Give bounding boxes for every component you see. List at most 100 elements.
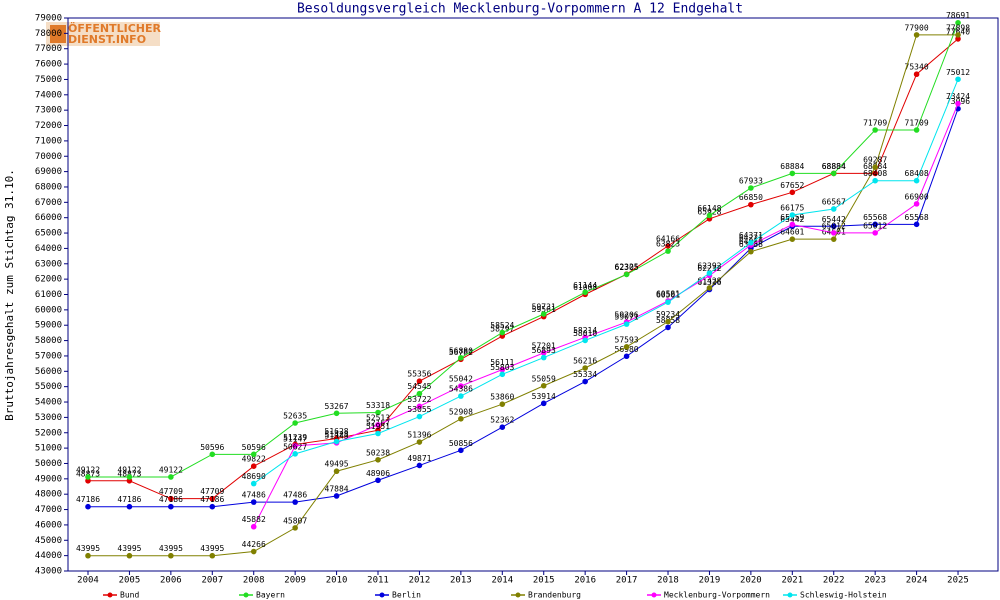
- data-label: 65568: [905, 213, 929, 222]
- data-label: 49822: [242, 455, 266, 464]
- series-line: [88, 108, 959, 508]
- data-point: [913, 71, 920, 78]
- data-point: [292, 499, 298, 505]
- data-label: 48873: [117, 469, 141, 478]
- series-line: [88, 22, 959, 478]
- data-label: 59234: [656, 310, 680, 319]
- logo-text: DIENST.INFO: [68, 33, 146, 46]
- data-label: 58297: [490, 325, 514, 334]
- data-point: [168, 495, 174, 502]
- y-tick-label: 68000: [35, 182, 62, 192]
- data-label: 56111: [490, 358, 514, 367]
- data-point: [209, 552, 216, 559]
- y-tick-label: 56000: [35, 367, 62, 377]
- data-point: [416, 413, 423, 420]
- legend-label: Brandenburg: [528, 591, 581, 600]
- y-tick-label: 66000: [35, 213, 62, 223]
- data-label: 66148: [697, 204, 721, 213]
- data-point: [830, 170, 837, 177]
- x-tick-label: 2013: [450, 576, 472, 586]
- data-point: [85, 474, 91, 480]
- y-tick-label: 45000: [35, 536, 62, 546]
- data-label: 47709: [159, 487, 183, 496]
- data-label: 66175: [780, 204, 804, 213]
- data-label: 49495: [325, 460, 349, 469]
- y-tick-label: 57000: [35, 351, 62, 361]
- x-tick-label: 2014: [491, 576, 513, 586]
- data-point: [872, 164, 878, 171]
- data-label: 52635: [283, 411, 307, 420]
- data-label: 71709: [863, 118, 887, 127]
- data-label: 59071: [615, 313, 639, 322]
- data-label: 47186: [117, 495, 141, 504]
- data-point: [665, 248, 671, 254]
- data-label: 47486: [283, 491, 307, 500]
- data-point: [292, 443, 298, 449]
- legend-label: Bayern: [256, 591, 285, 600]
- data-point: [333, 410, 340, 417]
- legend-label: Bund: [120, 591, 139, 600]
- data-label: 57593: [615, 335, 639, 344]
- legend-marker: [651, 592, 657, 598]
- x-tick-label: 2018: [657, 576, 679, 586]
- data-point: [540, 354, 547, 361]
- data-point: [913, 177, 920, 184]
- data-label: 67933: [739, 177, 763, 186]
- data-label: 50238: [366, 448, 390, 457]
- data-point: [872, 127, 878, 133]
- data-label: 45882: [242, 515, 266, 524]
- data-label: 58214: [573, 326, 597, 335]
- data-point: [416, 439, 423, 445]
- data-point: [168, 503, 174, 510]
- data-label: 54545: [407, 382, 431, 391]
- chart-title: Besoldungsvergleich Mecklenburg-Vorpomme…: [297, 2, 743, 17]
- data-label: 56880: [449, 346, 473, 355]
- data-point: [872, 170, 878, 177]
- data-label: 65012: [863, 221, 887, 230]
- y-tick-label: 50000: [35, 459, 62, 469]
- data-label: 51628: [325, 427, 349, 436]
- data-point: [209, 495, 216, 502]
- x-tick-label: 2020: [740, 576, 762, 586]
- y-tick-label: 74000: [35, 90, 62, 100]
- data-label: 77640: [946, 27, 970, 36]
- y-tick-label: 76000: [35, 60, 62, 70]
- data-point: [789, 212, 796, 218]
- data-label: 48690: [242, 472, 266, 481]
- y-tick-label: 58000: [35, 336, 62, 346]
- data-point: [416, 462, 423, 469]
- y-tick-label: 69000: [35, 167, 62, 177]
- data-label: 50596: [200, 443, 224, 452]
- x-tick-label: 2007: [201, 576, 223, 586]
- data-point: [250, 548, 257, 555]
- data-point: [830, 206, 837, 212]
- data-label: 68884: [780, 162, 804, 171]
- series-line: [88, 34, 959, 557]
- data-label: 43995: [76, 544, 100, 553]
- data-label: 62325: [615, 263, 639, 272]
- data-point: [955, 19, 961, 26]
- data-point: [913, 201, 920, 207]
- data-label: 49122: [159, 465, 183, 474]
- data-point: [913, 221, 920, 228]
- y-tick-label: 73000: [35, 106, 62, 116]
- data-label: 75340: [905, 63, 929, 72]
- data-label: 50856: [449, 439, 473, 448]
- data-point: [375, 477, 381, 484]
- x-tick-label: 2012: [409, 576, 431, 586]
- data-label: 53722: [407, 395, 431, 404]
- legend-label: Schleswig-Holstein: [800, 591, 887, 600]
- data-label: 57201: [532, 341, 556, 350]
- legend-marker: [243, 592, 249, 598]
- x-tick-label: 2005: [119, 576, 141, 586]
- data-label: 62392: [697, 262, 721, 271]
- legend-marker: [515, 592, 521, 598]
- data-label: 68408: [863, 169, 887, 178]
- data-label: 62232: [697, 264, 721, 273]
- data-point: [706, 212, 713, 219]
- data-label: 51951: [366, 422, 390, 431]
- data-point: [665, 318, 671, 325]
- data-point: [499, 366, 506, 373]
- data-point: [665, 243, 671, 249]
